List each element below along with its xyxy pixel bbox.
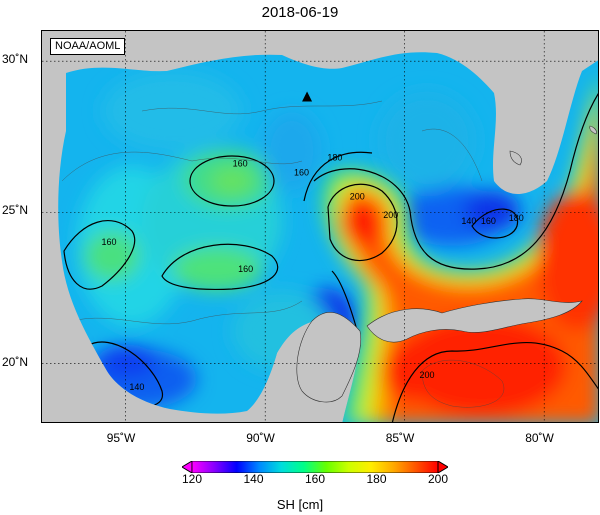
station-marker-layer (302, 91, 313, 102)
map-canvas: 160 160 160 180 160 200 200 140 160 180 140 200 (42, 31, 598, 422)
contour-label: 200 (350, 192, 365, 202)
longitude-tick-label: 80˚W (525, 431, 554, 445)
contour-label: 160 (481, 216, 496, 226)
contour-label: 160 (233, 158, 248, 168)
contour-label: 160 (294, 167, 309, 177)
colorbar-title: SH [cm] (276, 497, 324, 512)
colorbar-tick-label: 140 (243, 472, 264, 486)
longitude-tick-label: 95˚W (106, 431, 136, 445)
contour-labels: 160 160 160 180 160 200 200 140 160 180 140 200 (101, 152, 523, 392)
latitude-tick-label: 20˚N (2, 354, 29, 369)
map-title: 2018-06-19 (261, 4, 339, 21)
contour-label: 160 (238, 264, 253, 274)
colorbar-tick-label: 160 (304, 472, 326, 486)
contour-label: 140 (461, 216, 476, 226)
latitude-tick-label: 30˚N (2, 52, 29, 67)
longitude-tick-label: 85˚W (385, 431, 415, 445)
contour-label: 200 (420, 370, 435, 380)
sea-height-map: 160 160 160 180 160 200 200 140 160 180 140 200 NOA… (41, 30, 599, 423)
colorbar-tick-label: 180 (366, 472, 387, 486)
latitude-tick-label: 25˚N (2, 203, 29, 218)
land-overlay (296, 125, 597, 403)
contour-label: 160 (101, 237, 116, 247)
colorbar-tick-label: 120 (181, 472, 203, 486)
contour-label: 180 (509, 213, 524, 223)
gridlines (42, 31, 598, 422)
station-marker-triangle (302, 91, 313, 102)
contour-label: 200 (383, 210, 398, 220)
colorbar-max-arrow (437, 461, 448, 473)
contour-label: 180 (327, 152, 342, 162)
longitude-tick-label: 90˚W (246, 431, 275, 445)
colorbar-tick-label: 200 (427, 472, 449, 486)
colorbar (182, 461, 448, 473)
contour-label: 140 (129, 382, 144, 392)
credit-label: NOAA/AOML (50, 38, 126, 55)
